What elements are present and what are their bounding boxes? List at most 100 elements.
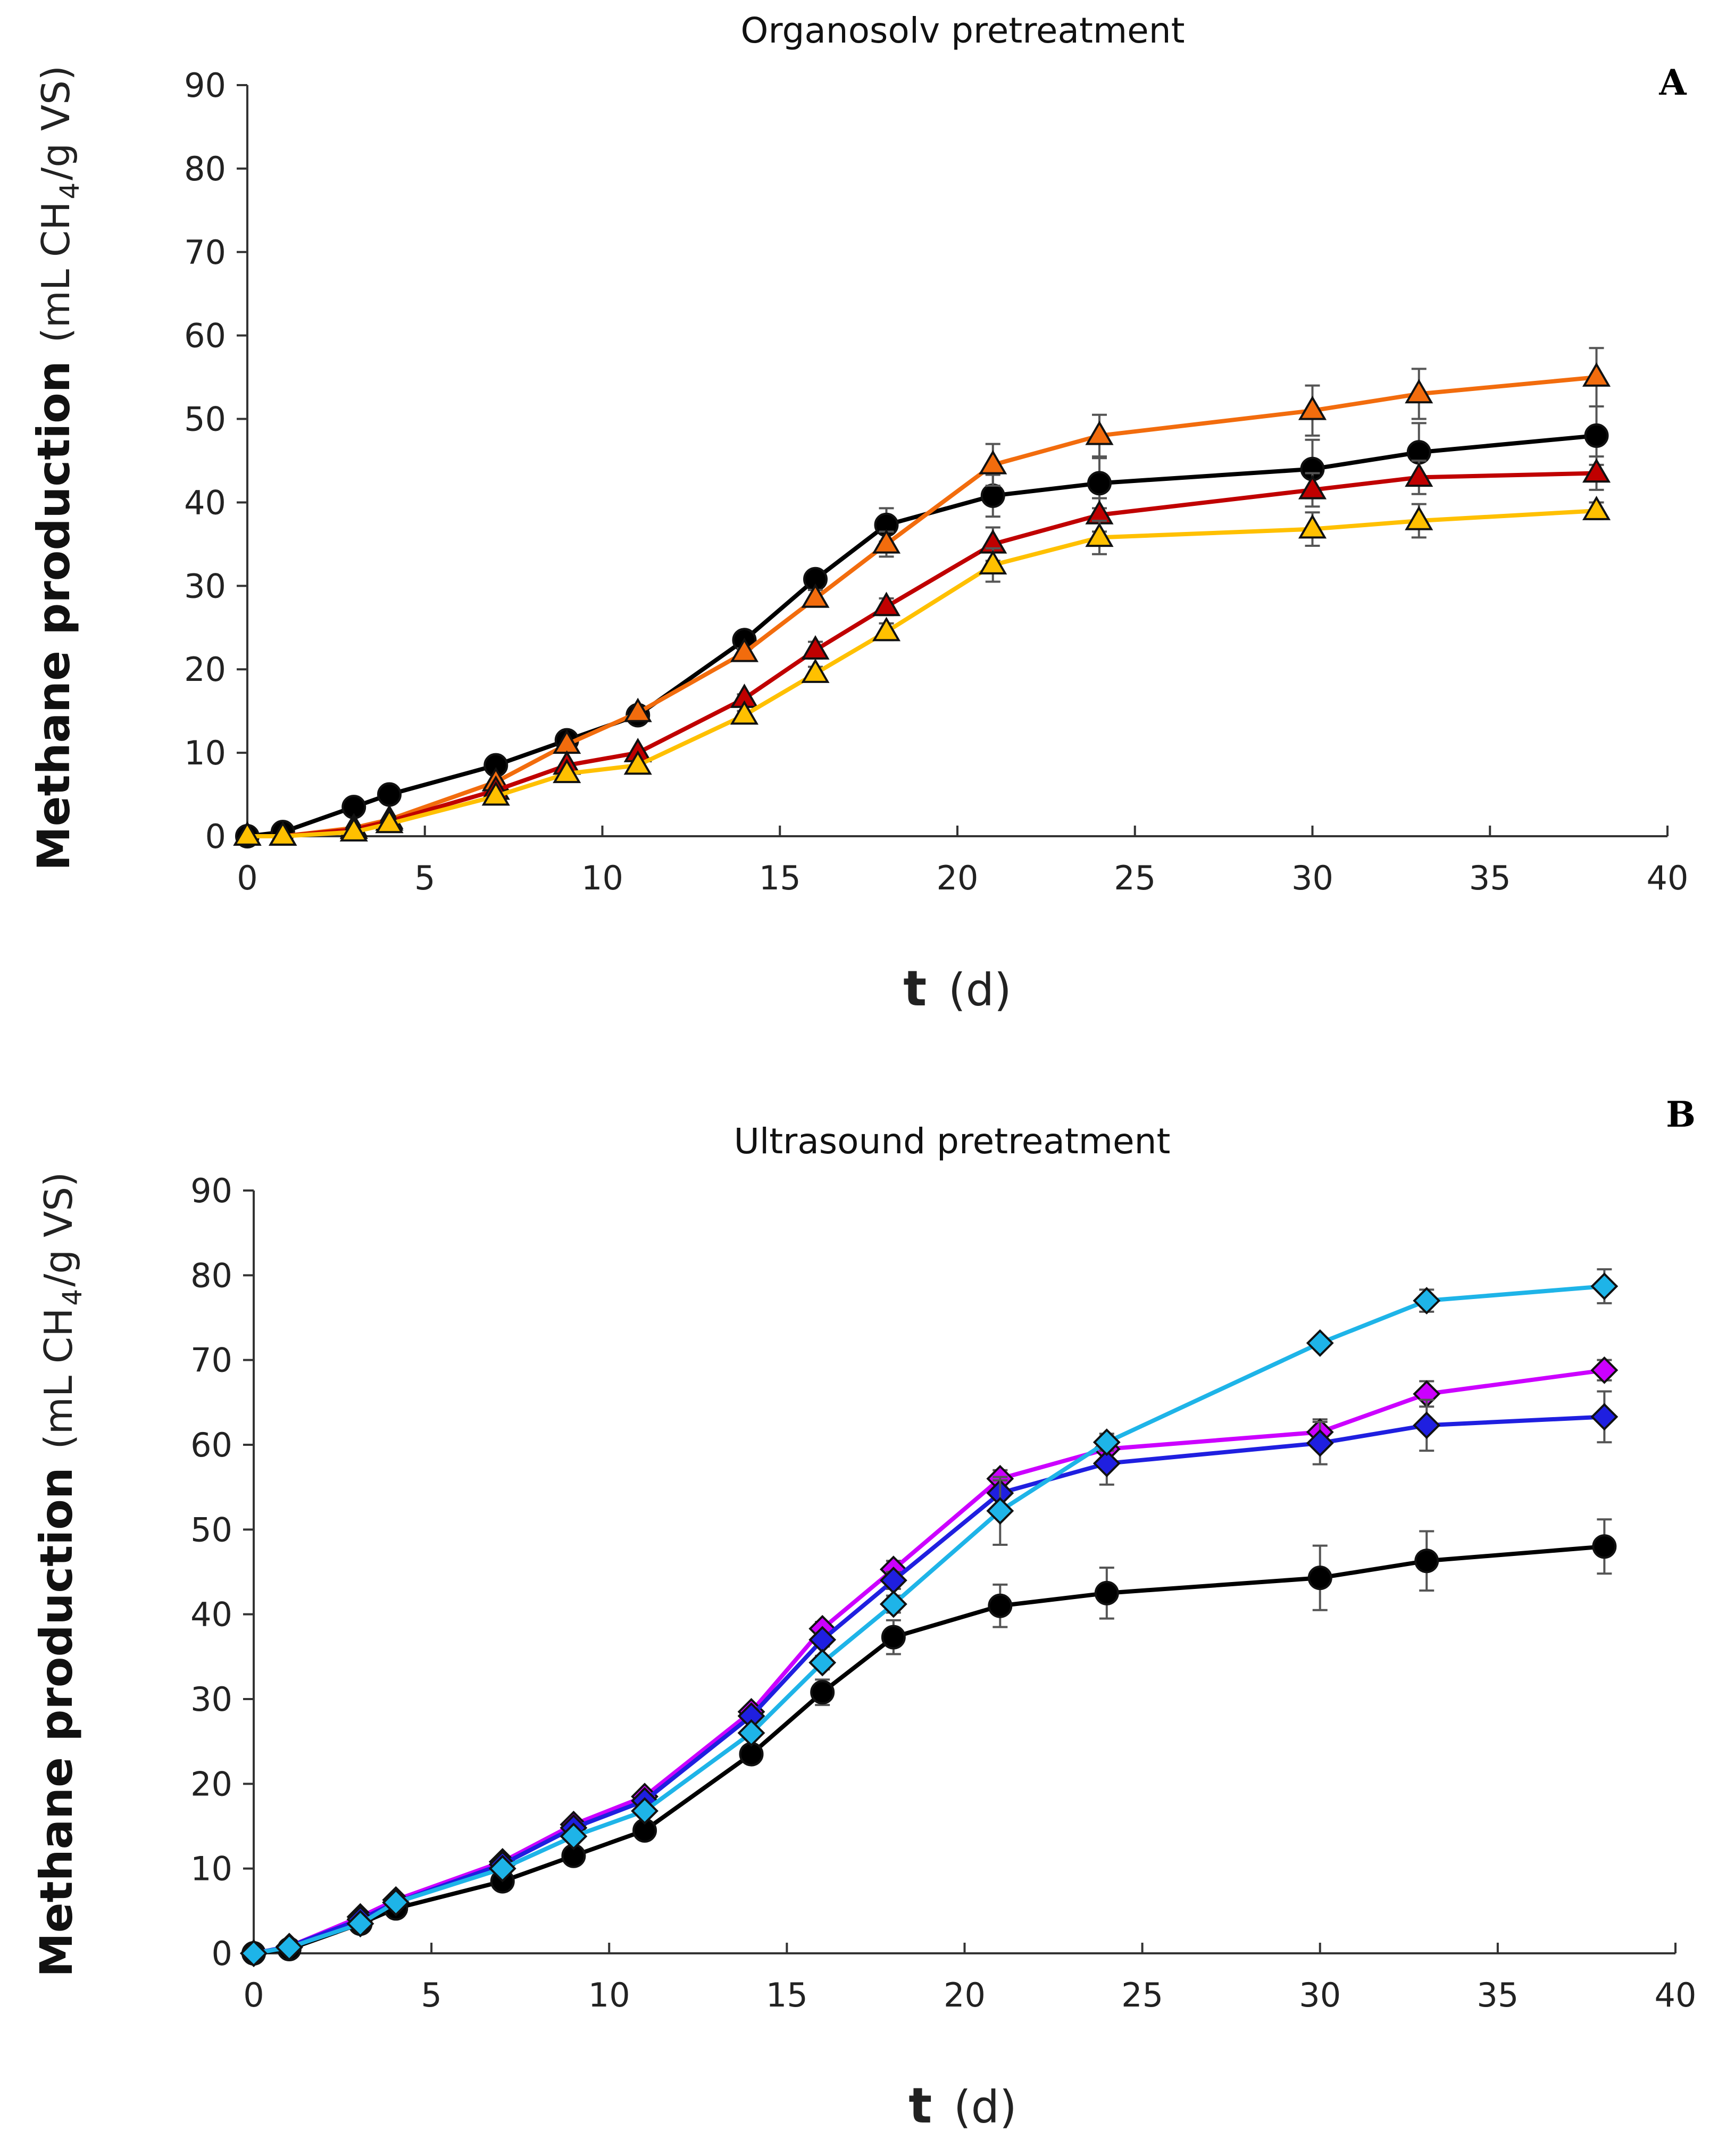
- panel-b-ultrasound-3-line: [253, 1284, 1605, 1955]
- panel-a-ytick-label-60: 60: [184, 317, 226, 355]
- panel-a-organosolv-3-point-5: [553, 759, 581, 784]
- panel-a-ticks: 0 10 20 30 40 50 60 70 80 90 0 5 10 15 20 25 30 35 40: [184, 66, 1688, 897]
- panel-a-organosolv-3-point-9: [872, 617, 901, 642]
- panel-b-ytick-label-90: 90: [190, 1171, 232, 1210]
- panel-b-x-label-unit: (d): [954, 2081, 1017, 2133]
- panel-b-ytick-label-70: 70: [190, 1341, 232, 1380]
- panel-a-ytick-label-10: 10: [184, 734, 226, 772]
- panel-a-ytick-label-0: 0: [205, 817, 226, 856]
- panel-a-organosolv-1-point-13: [1405, 379, 1433, 404]
- panel-a-organosolv-3-point-10: [979, 550, 1007, 575]
- panel-a-y-label-sub: 4: [54, 182, 85, 199]
- panel-b-ultrasound-3-point-5: [560, 1822, 588, 1851]
- panel-b-x-label: t (d): [908, 2077, 1017, 2134]
- panel-b-control-point-9: [881, 1625, 906, 1650]
- panel-a-organosolv-3-line: [247, 509, 1597, 838]
- panel-a-xtick-label-20: 20: [937, 859, 979, 897]
- panel-a-organosolv-1-point-7: [730, 637, 759, 662]
- panel-a-organosolv-1-point-6: [623, 697, 652, 722]
- panel-a-control-point-11: [1087, 471, 1112, 496]
- panel-b-plot-area: [240, 1268, 1619, 1967]
- panel-a-organosolv-3-point-13: [1405, 505, 1433, 530]
- panel-a-xtick-label-0: 0: [237, 859, 257, 897]
- panel-a-organosolv-2-point-14: [1582, 458, 1611, 483]
- panel-a-organosolv-3-point-2: [339, 817, 368, 842]
- panel-b-ytick-label-40: 40: [190, 1595, 232, 1634]
- panel-b-ultrasound-3-point-11: [1092, 1428, 1121, 1456]
- panel-a-organosolv-1-point-12: [1298, 395, 1327, 420]
- panel-b-ytick-label-50: 50: [190, 1510, 232, 1549]
- panel-a: Organosolv pretreatment A 01020304050607…: [28, 10, 1688, 1017]
- panel-a-organosolv-2-point-13: [1405, 462, 1433, 487]
- panel-b-ytick-label-10: 10: [190, 1850, 232, 1888]
- panel-b-xtick-label-25: 25: [1121, 1976, 1163, 2015]
- panel-a-organosolv-3-point-7: [730, 700, 759, 725]
- panel-a-control-line: [247, 433, 1597, 838]
- panel-b-ultrasound-3-point-1: [275, 1933, 303, 1961]
- panel-b-ultrasound-3-point-3: [382, 1888, 410, 1917]
- panel-a-xtick-label-40: 40: [1647, 859, 1689, 897]
- panel-a-organosolv-3-point-6: [623, 750, 652, 775]
- panel-a-series-organosolv-3: [233, 495, 1611, 846]
- panel-b-xtick-label-15: 15: [766, 1976, 808, 2015]
- panel-a-control-point-14: [1584, 423, 1609, 448]
- panel-b-ultrasound-2-point-13: [1413, 1411, 1441, 1439]
- panel-b-ultrasound-2-line: [253, 1414, 1605, 1955]
- panel-b-xtick-label-0: 0: [243, 1976, 264, 2015]
- panel-a-organosolv-1-point-14: [1582, 362, 1611, 387]
- panel-a-y-label-unit-end: /g VS): [34, 65, 78, 180]
- panel-a-ytick-label-90: 90: [184, 66, 226, 105]
- panel-a-xtick-label-10: 10: [581, 859, 623, 897]
- panel-a-organosolv-2-point-9: [872, 592, 901, 617]
- panel-b-xtick-label-35: 35: [1477, 1976, 1519, 2015]
- panel-a-xtick-label-15: 15: [759, 859, 801, 897]
- panel-a-xtick-label-35: 35: [1469, 859, 1511, 897]
- panel-a-ytick-label-50: 50: [184, 400, 226, 439]
- panel-b-control-point-13: [1414, 1549, 1439, 1574]
- panel-a-ytick-label-70: 70: [184, 233, 226, 272]
- panel-b-ytick-label-0: 0: [212, 1934, 232, 1973]
- panel-a-title: Organosolv pretreatment: [741, 10, 1185, 51]
- panel-a-control-point-3: [377, 782, 402, 807]
- panel-a-organosolv-3-point-11: [1085, 522, 1114, 547]
- panel-a-organosolv-1-point-10: [979, 449, 1007, 475]
- panel-b-y-label-unit-end: /g VS): [36, 1172, 81, 1287]
- panel-b-ticks: 0 10 20 30 40 50 60 70 80 90 0 5 10 15 20 25 30 35 40: [190, 1171, 1696, 2015]
- panel-b-control-point-14: [1592, 1534, 1617, 1559]
- panel-a-organosolv-1-point-8: [801, 583, 830, 608]
- panel-b-ultrasound-3-point-6: [631, 1797, 659, 1825]
- panel-a-y-label: Methane production (mL CH 4 /g VS): [28, 65, 85, 871]
- panel-a-x-label-main: t: [903, 960, 927, 1017]
- panel-b-ultrasound-2-point-14: [1590, 1403, 1619, 1431]
- panel-b-control-line: [253, 1544, 1605, 1955]
- panel-a-series-organosolv-1: [233, 347, 1611, 846]
- panel-b-ultrasound-3-point-14: [1590, 1272, 1619, 1300]
- panel-b-series-ultrasound-1: [240, 1356, 1619, 1967]
- panel-b-ultrasound-1-point-14: [1590, 1356, 1619, 1384]
- panel-b-ultrasound-3-point-9: [879, 1590, 907, 1618]
- panel-b-ultrasound-3-point-4: [488, 1854, 516, 1883]
- panel-b-ytick-label-20: 20: [190, 1764, 232, 1803]
- panel-b-ytick-label-60: 60: [190, 1426, 232, 1464]
- panel-b-xtick-label-20: 20: [944, 1976, 986, 2015]
- panel-a-plot-area: [233, 347, 1611, 848]
- panel-b-xtick-label-5: 5: [421, 1976, 441, 2015]
- panel-a-xtick-label-30: 30: [1291, 859, 1333, 897]
- panel-b-ultrasound-3-point-7: [737, 1719, 765, 1747]
- panel-b-ultrasound-3-point-13: [1413, 1287, 1441, 1315]
- panel-b-control-point-8: [810, 1680, 835, 1705]
- panel-a-control-point-10: [980, 483, 1005, 508]
- panel-b-ultrasound-2-point-11: [1092, 1450, 1121, 1477]
- panel-b-ytick-label-80: 80: [190, 1256, 232, 1295]
- panel-b-ultrasound-3-point-12: [1306, 1329, 1334, 1357]
- panel-a-xtick-label-5: 5: [414, 859, 435, 897]
- panel-b-y-label-sub: 4: [57, 1289, 88, 1306]
- panel-b-xtick-label-10: 10: [588, 1976, 630, 2015]
- panel-a-organosolv-3-point-8: [801, 658, 830, 683]
- panel-a-organosolv-3-point-12: [1298, 514, 1327, 539]
- panel-a-ytick-label-40: 40: [184, 483, 226, 522]
- panel-a-organosolv-3-point-14: [1582, 495, 1611, 520]
- panel-a-letter: A: [1658, 62, 1687, 103]
- panel-a-x-label-unit: (d): [948, 964, 1012, 1016]
- panel-a-organosolv-1-point-9: [872, 529, 901, 554]
